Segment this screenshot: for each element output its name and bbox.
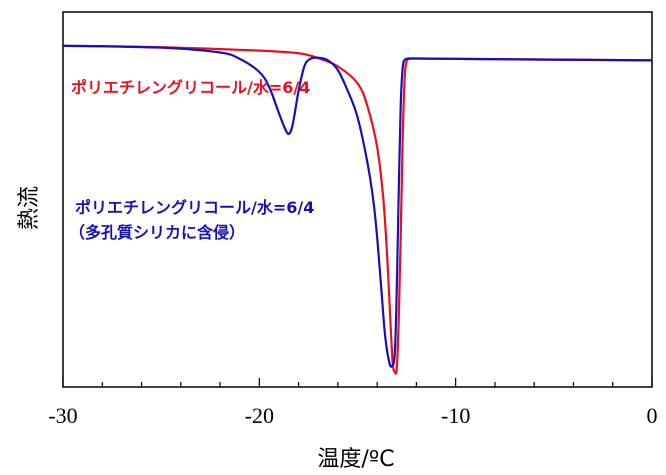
series-label-1: ポリエチレングリコール/水=6/4 bbox=[71, 78, 310, 97]
x-tick-label: -20 bbox=[245, 403, 274, 428]
x-axis-title: 温度/ºC bbox=[317, 447, 394, 472]
x-tick-label: -30 bbox=[48, 403, 77, 428]
series-label-2-line1: ポリエチレングリコール/水=6/4 bbox=[75, 198, 314, 217]
plot-frame bbox=[62, 11, 653, 388]
x-tick-marks bbox=[62, 378, 653, 387]
x-tick-labels: -30 -20 -10 0 bbox=[48, 403, 657, 428]
series-lines bbox=[62, 44, 653, 375]
y-axis-title: 熱流 bbox=[17, 186, 42, 230]
x-tick-label: -10 bbox=[441, 403, 470, 428]
x-tick-label: 0 bbox=[647, 403, 658, 428]
series-line-2 bbox=[62, 44, 653, 368]
series-label-2-line2: （多孔質シリカに含侵） bbox=[69, 223, 245, 242]
